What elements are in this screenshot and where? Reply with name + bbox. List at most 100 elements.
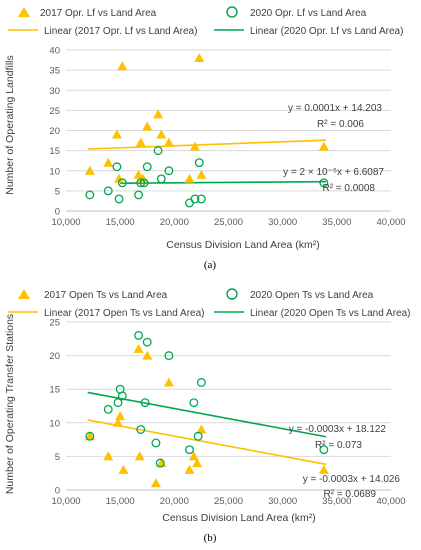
point-b-2017-5: [133, 343, 144, 353]
r2-b-2020: R² = 0.073: [315, 440, 362, 451]
point-b-2020-10: [155, 458, 165, 468]
y-tick-a-40: 40: [49, 46, 60, 57]
trendline-a-2017: [87, 139, 327, 150]
x-tick-b-30000: 30,000: [268, 496, 297, 507]
point-a-2017-2: [111, 129, 122, 139]
x-axis-title-a: Census Division Land Area (km²): [166, 239, 319, 251]
point-b-2017-10: [163, 377, 174, 387]
point-b-2020-13: [189, 398, 199, 408]
x-tick-a-15000: 15,000: [106, 217, 135, 228]
legend-a-2017-label: 2017 Opr. Lf vs Land Area: [40, 8, 157, 19]
point-b-2020-12: [185, 445, 194, 455]
legend-a-2020-trend-label: Linear (2020 Opr. Lf vs Land Area): [250, 26, 403, 37]
point-b-2020-11: [164, 351, 174, 361]
caption-a: (a): [204, 259, 217, 271]
plot-area-a: 0 5 10 15 20 25 30 35 40 10,000 15,000 20,000 25,000…: [49, 46, 405, 229]
point-b-2020-4: [117, 391, 127, 401]
point-a-2020-1: [103, 186, 113, 196]
trendline-a-2020: [120, 180, 327, 184]
point-a-2020-0: [85, 190, 95, 200]
r2-b-2017: R² = 0.0689: [323, 489, 376, 500]
point-b-2020-2: [113, 398, 123, 408]
point-b-2020-0: [85, 431, 95, 441]
x-tick-a-10000: 10,000: [51, 217, 80, 228]
point-a-2017-14: [194, 53, 205, 63]
trendline-b-2020: [87, 391, 327, 438]
point-a-2017-10: [156, 129, 167, 139]
legend-a-2020-label: 2020 Opr. Lf vs Land Area: [250, 8, 367, 19]
y-tick-b-10: 10: [49, 418, 60, 429]
point-b-2020-7: [140, 398, 150, 408]
point-a-2017-1: [103, 157, 114, 167]
point-a-2020-12: [185, 198, 194, 208]
y-tick-b-5: 5: [55, 452, 60, 463]
point-b-2020-8: [142, 337, 152, 347]
r2-a-2017: R² = 0.006: [317, 119, 364, 130]
point-a-2020-6: [136, 178, 146, 188]
y-tick-a-10: 10: [49, 166, 60, 177]
chart-b: 2017 Open Ts vs Land Area 2020 Open Ts v…: [4, 288, 410, 544]
legend-b-2020-label: 2020 Open Ts vs Land Area: [250, 290, 374, 301]
x-tick-a-35000: 35,000: [322, 217, 351, 228]
point-b-2020-14: [193, 431, 203, 441]
point-a-2020-10: [156, 174, 166, 184]
y-tick-b-15: 15: [49, 385, 60, 396]
equation-b-2017: y = -0.0003x + 14.026: [303, 474, 401, 485]
point-b-2020-5: [134, 330, 144, 340]
point-a-2020-5: [134, 190, 144, 200]
y-tick-b-25: 25: [49, 318, 60, 329]
y-tick-b-0: 0: [55, 486, 60, 497]
y-tick-a-5: 5: [55, 186, 60, 197]
y-tick-b-20: 20: [49, 351, 60, 362]
point-b-2020-15: [196, 378, 206, 387]
legend-a: 2017 Opr. Lf vs Land Area 2020 Opr. Lf v…: [8, 6, 403, 37]
point-a-2017-9: [153, 109, 164, 119]
point-a-2020-15: [196, 194, 206, 204]
point-b-2017-15: [318, 464, 329, 474]
point-a-2017-6: [135, 137, 146, 147]
point-b-2017-4: [118, 464, 129, 474]
y-axis-title-b: Number of Operating Transfer Stations: [4, 314, 16, 494]
point-a-2020-3: [114, 194, 124, 204]
point-b-2017-7: [142, 350, 153, 360]
y-tick-a-25: 25: [49, 106, 60, 117]
y-axis-title-a: Number of Operating Landfills: [4, 55, 16, 195]
x-tick-b-35000: 35,000: [322, 496, 351, 507]
y-tick-a-35: 35: [49, 66, 60, 77]
point-b-2017-2: [113, 417, 123, 427]
point-a-2020-16: [319, 178, 329, 188]
x-tick-a-25000: 25,000: [214, 217, 243, 228]
r2-a-2020: R² = 0.0008: [322, 183, 375, 194]
point-a-2017-15: [196, 169, 207, 179]
y-tick-a-15: 15: [49, 146, 60, 157]
x-tick-b-20000: 20,000: [160, 496, 189, 507]
point-b-2020-6: [136, 425, 146, 434]
point-b-2017-3: [115, 411, 126, 421]
point-a-2020-8: [142, 162, 152, 172]
legend-a-2020-marker: [226, 6, 238, 18]
equation-b-2020: y = -0.0003x + 18.122: [289, 424, 387, 435]
point-a-2017-8: [142, 121, 153, 131]
point-b-2020-16: [319, 445, 329, 455]
point-a-2020-7: [139, 178, 149, 188]
legend-b-2020-marker: [226, 288, 238, 300]
point-a-2020-13: [190, 194, 200, 204]
x-tick-a-20000: 20,000: [160, 217, 189, 228]
plot-area-b: 0 5 10 15 20 25 10,000 15,000 20,000 25,000 30,000…: [49, 318, 405, 508]
legend-b-2017-marker: [18, 289, 30, 299]
point-a-2017-0: [84, 165, 95, 175]
x-tick-b-40000: 40,000: [376, 496, 405, 507]
point-a-2017-4: [117, 61, 128, 71]
x-axis-title-b: Census Division Land Area (km²): [162, 512, 315, 524]
legend-a-2017-trend-label: Linear (2017 Opr. Lf vs Land Area): [44, 26, 197, 37]
x-tick-a-30000: 30,000: [268, 217, 297, 228]
point-b-2017-0: [84, 431, 95, 441]
point-a-2020-2: [112, 162, 122, 172]
point-a-2020-14: [194, 158, 204, 168]
point-a-2020-4: [117, 178, 127, 188]
equation-a-2020: y = 2 × 10⁻⁵x + 6.6087: [283, 167, 384, 178]
point-a-2017-5: [133, 169, 144, 179]
caption-b: (b): [204, 532, 217, 544]
legend-a-2017-marker: [18, 7, 30, 17]
